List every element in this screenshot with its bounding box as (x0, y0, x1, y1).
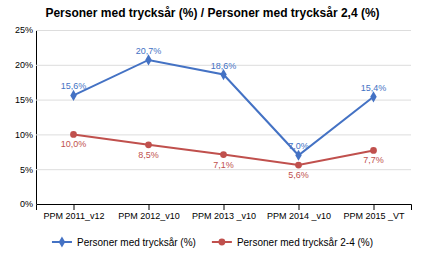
legend-marker (59, 236, 65, 247)
y-tick-label: 25% (15, 25, 33, 35)
data-label: 7,0% (288, 141, 309, 151)
marker (145, 54, 151, 65)
marker (145, 141, 152, 148)
tick-mark (299, 204, 300, 210)
y-axis: 0% 5% 10% 15% 20% 25% (15, 25, 411, 209)
x-tick-label: PPM 2014 _v10 (267, 211, 331, 221)
y-tick-label: 10% (15, 130, 33, 140)
title: Personer med trycksår (%) / Personer med… (45, 6, 379, 20)
marker (295, 150, 301, 161)
grid-line (36, 30, 411, 31)
legend-label: Personer med trycksår 2-4 (%) (237, 237, 373, 248)
marker (220, 151, 227, 158)
chart: Personer med trycksår (%) / Personer med… (0, 0, 425, 254)
y-tick-label: 15% (15, 95, 33, 105)
data-label: 7,7% (363, 155, 384, 165)
x-tick-label: PPM 2012_v10 (118, 211, 180, 221)
data-label: 15,6% (61, 81, 87, 91)
tick-mark (374, 204, 375, 210)
plot: 0% 5% 10% 15% 20% 25% PPM 2011_v12 PPM 2012_v10… (15, 25, 412, 221)
x-tick: PPM 2013 _v10 (192, 204, 256, 221)
legend-item: Personer med trycksår (%) (52, 236, 196, 247)
legend-item: Personer med trycksår 2-4 (%) (212, 237, 373, 248)
data-label: 15,4% (361, 83, 387, 93)
x-tick-label: PPM 2013 _v10 (192, 211, 256, 221)
grid-line (36, 134, 411, 135)
x-tick: PPM 2012_v10 (118, 204, 180, 221)
x-tick: PPM 2014 _v10 (267, 204, 331, 221)
y-tick-label: 20% (15, 60, 33, 70)
marks (70, 54, 377, 168)
data-label: 7,1% (213, 160, 234, 170)
y-tick: 0% (20, 199, 411, 209)
tick-mark (224, 204, 225, 210)
x-axis-line (37, 205, 412, 211)
data-label: 18,6% (211, 61, 237, 71)
y-tick: 25% (15, 25, 411, 35)
y-tick-label: 0% (20, 199, 33, 209)
legend-marker (218, 239, 225, 246)
data-label: 10,0% (61, 139, 87, 149)
marker (70, 90, 76, 101)
x-tick-label: PPM 2011_v12 (44, 211, 105, 221)
tick-mark (149, 204, 150, 210)
y-tick: 10% (15, 130, 411, 140)
grid-line (36, 100, 411, 101)
legend-label: Personer med trycksår (%) (77, 237, 196, 248)
y-axis-line (37, 31, 412, 205)
x-tick-label: PPM 2015 _VT (343, 211, 405, 221)
marker (220, 69, 226, 80)
marker (370, 91, 376, 102)
data-label: 20,7% (136, 46, 162, 56)
tick-mark (74, 204, 75, 210)
x-tick: PPM 2015 _VT (343, 204, 405, 221)
data-label: 5,6% (288, 170, 309, 180)
data-labels: 15,6% 20,7% 18,6% 7,0% 15,4% 10,0% 8,5% 7,1% 5,6… (61, 46, 387, 180)
x-axis: PPM 2011_v12 PPM 2012_v10 PPM 2013 _v10 PPM… (37, 204, 412, 221)
data-label: 8,5% (138, 150, 159, 160)
y-tick: 20% (15, 60, 411, 70)
marker (70, 131, 77, 138)
y-tick-label: 5% (20, 165, 33, 175)
marker (295, 162, 302, 169)
x-tick: PPM 2011_v12 (44, 204, 105, 221)
marker (370, 147, 377, 154)
legend: Personer med trycksår (%) Personer med tr… (52, 236, 373, 247)
